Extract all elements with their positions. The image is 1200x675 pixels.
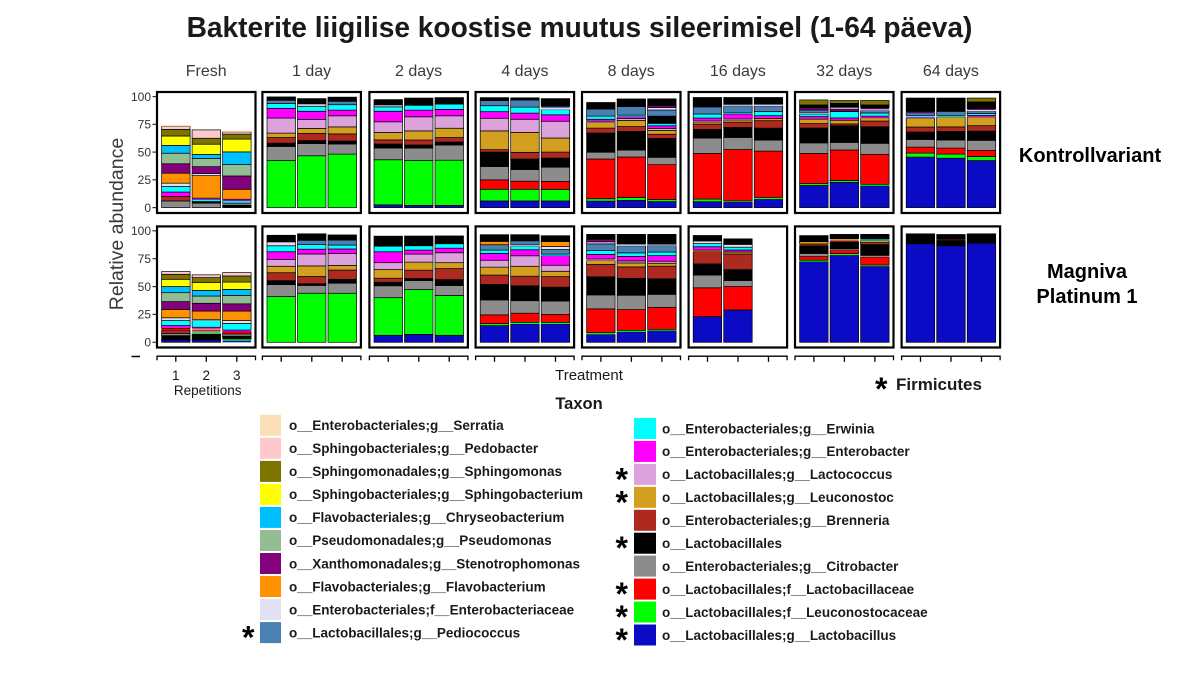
svg-text:16 days: 16 days	[710, 63, 766, 80]
svg-text:25: 25	[138, 308, 152, 322]
svg-text:Bakterite liigilise koostise m: Bakterite liigilise koostise muutus sile…	[187, 12, 973, 44]
svg-text:o__Enterobacteriales;f__Entero: o__Enterobacteriales;f__Enterobacteriace…	[289, 602, 575, 617]
svg-text:Treatment: Treatment	[555, 367, 624, 384]
svg-text:o__Lactobacillales;f__Leuconos: o__Lactobacillales;f__Leuconostocaceae	[662, 605, 928, 620]
svg-text:3: 3	[233, 368, 241, 383]
svg-text:o__Lactobacillales: o__Lactobacillales	[662, 536, 782, 551]
svg-text:o__Enterobacteriales;g__Erwini: o__Enterobacteriales;g__Erwinia	[662, 421, 875, 436]
svg-text:o__Lactobacillales;g__Lactococ: o__Lactobacillales;g__Lactococcus	[662, 467, 892, 482]
svg-text:2 days: 2 days	[395, 63, 442, 80]
svg-text:*: *	[616, 530, 629, 566]
svg-text:*: *	[242, 620, 255, 656]
svg-text:Firmicutes: Firmicutes	[896, 375, 982, 394]
svg-text:75: 75	[138, 118, 152, 132]
svg-text:1 day: 1 day	[292, 63, 331, 80]
svg-text:0: 0	[144, 336, 151, 350]
svg-text:Relative abundance: Relative abundance	[106, 138, 128, 310]
svg-text:64 days: 64 days	[923, 63, 979, 80]
svg-text:4 days: 4 days	[501, 63, 548, 80]
svg-text:Magniva: Magniva	[1047, 261, 1128, 283]
svg-text:75: 75	[138, 252, 152, 266]
svg-text:o__Flavobacteriales;g__Chryseo: o__Flavobacteriales;g__Chryseobacterium	[289, 510, 564, 525]
svg-text:o__Flavobacteriales;g__Flavoba: o__Flavobacteriales;g__Flavobacterium	[289, 579, 546, 594]
svg-text:o__Sphingobacteriales;g__Pedob: o__Sphingobacteriales;g__Pedobacter	[289, 441, 539, 456]
svg-text:50: 50	[138, 280, 152, 294]
svg-text:*: *	[616, 461, 629, 497]
svg-text:o__Lactobacillales;g__Lactobac: o__Lactobacillales;g__Lactobacillus	[662, 628, 896, 643]
svg-text:Repetitions: Repetitions	[174, 383, 242, 398]
svg-text:o__Pseudomonadales;g__Pseudomo: o__Pseudomonadales;g__Pseudomonas	[289, 533, 552, 548]
svg-text:0: 0	[144, 201, 151, 215]
svg-text:o__Xanthomonadales;g__Stenotro: o__Xanthomonadales;g__Stenotrophomonas	[289, 556, 580, 571]
svg-text:o__Sphingobacteriales;g__Sphin: o__Sphingobacteriales;g__Sphingobacteriu…	[289, 487, 583, 502]
svg-text:o__Enterobacteriales;g__Serrat: o__Enterobacteriales;g__Serratia	[289, 418, 504, 433]
svg-text:50: 50	[138, 145, 152, 159]
svg-text:25: 25	[138, 173, 152, 187]
svg-text:o__Lactobacillales;f__Lactobac: o__Lactobacillales;f__Lactobacillaceae	[662, 582, 915, 597]
svg-text:o__Enterobacteriales;g__Brenne: o__Enterobacteriales;g__Brenneria	[662, 513, 890, 528]
svg-text:o__Enterobacteriales;g__Entero: o__Enterobacteriales;g__Enterobacter	[662, 444, 910, 459]
svg-text:*: *	[875, 371, 888, 407]
svg-text:Taxon: Taxon	[555, 395, 602, 413]
svg-text:100: 100	[131, 90, 151, 104]
svg-text:*: *	[616, 484, 629, 520]
svg-text:100: 100	[131, 224, 151, 238]
svg-text:o__Lactobacillales;g__Pediococ: o__Lactobacillales;g__Pediococcus	[289, 625, 520, 640]
svg-text:o__Lactobacillales;g__Leuconos: o__Lactobacillales;g__Leuconostoc	[662, 490, 894, 505]
svg-text:*: *	[616, 599, 629, 635]
svg-text:o__Sphingomonadales;g__Sphingo: o__Sphingomonadales;g__Sphingomonas	[289, 464, 562, 479]
svg-text:2: 2	[203, 368, 211, 383]
svg-text:*: *	[616, 576, 629, 612]
svg-text:1: 1	[172, 368, 180, 383]
svg-text:o__Enterobacteriales;g__Citrob: o__Enterobacteriales;g__Citrobacter	[662, 559, 899, 574]
svg-text:Fresh: Fresh	[186, 63, 227, 80]
svg-text:Kontrollvariant: Kontrollvariant	[1019, 145, 1162, 167]
svg-text:Platinum 1: Platinum 1	[1036, 286, 1137, 308]
svg-text:32 days: 32 days	[816, 63, 872, 80]
svg-text:8 days: 8 days	[608, 63, 655, 80]
svg-text:*: *	[616, 622, 629, 658]
